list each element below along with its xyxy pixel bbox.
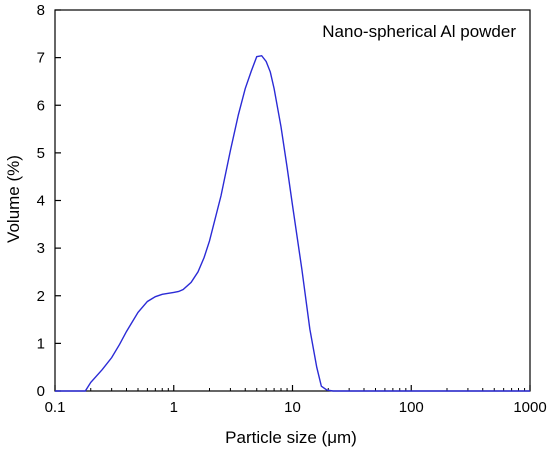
y-tick-label: 8 — [37, 2, 45, 19]
y-tick-label: 4 — [37, 193, 45, 210]
x-axis-minor-ticks — [90, 388, 526, 391]
x-axis-title: Particle size (μm) — [225, 428, 357, 447]
x-tick-label: 0.1 — [45, 399, 66, 416]
y-axis-ticks: 0 1 2 3 4 5 6 7 8 — [37, 2, 61, 400]
y-tick-label: 3 — [37, 240, 45, 257]
y-tick-label: 0 — [37, 383, 45, 400]
x-tick-label: 100 — [399, 399, 424, 416]
x-tick-label: 1000 — [513, 399, 546, 416]
y-tick-label: 1 — [37, 335, 45, 352]
y-axis-title: Volume (%) — [4, 155, 23, 243]
y-tick-label: 7 — [37, 50, 45, 67]
y-tick-label: 6 — [37, 97, 45, 114]
x-tick-label: 10 — [284, 399, 301, 416]
x-axis-ticks: 0.1 1 10 100 1000 — [45, 385, 547, 416]
x-tick-label: 1 — [170, 399, 178, 416]
y-tick-label: 2 — [37, 288, 45, 305]
series-line — [55, 54, 530, 392]
legend-label: Nano-spherical Al powder — [322, 22, 516, 41]
y-tick-label: 5 — [37, 145, 45, 162]
